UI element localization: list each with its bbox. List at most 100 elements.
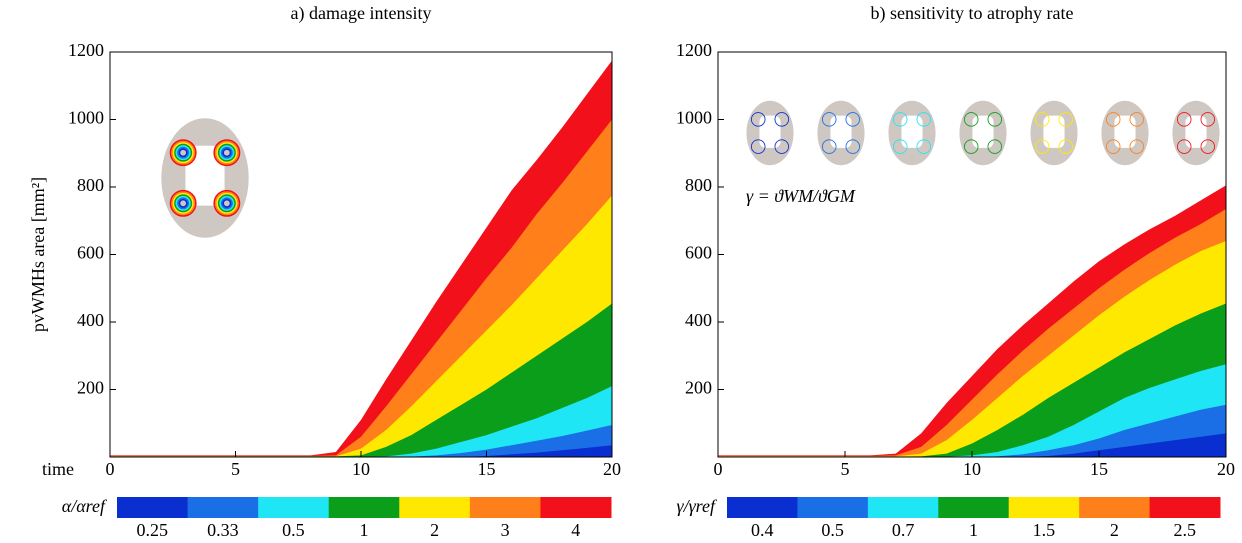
y-tick-label: 1200 [676, 40, 712, 60]
lesion [1176, 139, 1192, 154]
y-tick-label: 1200 [68, 40, 104, 60]
lesion [178, 198, 188, 208]
colorbar-swatch [1149, 497, 1221, 518]
lesion [216, 192, 238, 214]
brain-ventricle [185, 145, 225, 206]
lesion [177, 146, 190, 159]
lesion [845, 139, 861, 154]
lesion [963, 139, 979, 154]
lesion [845, 112, 861, 127]
lesion [750, 139, 766, 154]
colorbar-swatch [117, 497, 189, 518]
lesion [821, 112, 837, 127]
lesion [220, 197, 233, 210]
lesion [1200, 139, 1216, 154]
x-tick-label: 0 [106, 459, 115, 479]
lesion [821, 139, 837, 154]
lesion [171, 191, 196, 216]
lesion [178, 148, 188, 158]
legend-label: 2 [430, 520, 439, 540]
y-tick-label: 600 [77, 243, 104, 263]
colorbar-swatch [797, 497, 869, 518]
y-tick-label: 200 [77, 378, 104, 398]
lesion [892, 112, 908, 127]
panel-title: b) sensitivity to atrophy rate [871, 3, 1074, 24]
lesion [171, 140, 196, 165]
lesion [963, 112, 979, 127]
legend-label: 1 [969, 520, 978, 540]
lesion [222, 198, 232, 208]
lesion [177, 197, 190, 210]
y-axis-label: pvWMHs area [mm²] [28, 177, 48, 332]
lesion [214, 191, 239, 216]
lesion [219, 195, 235, 211]
brain-ventricle [830, 115, 852, 148]
y-tick-label: 400 [685, 310, 712, 330]
brain-ventricle [759, 115, 781, 148]
y-tick-label: 200 [685, 378, 712, 398]
x-tick-label: 0 [714, 459, 723, 479]
colorbar-swatch [469, 497, 541, 518]
x-tick-label: 10 [352, 459, 370, 479]
legend-label: 1.5 [1033, 520, 1056, 540]
lesion [987, 112, 1003, 127]
lesion [1129, 112, 1145, 127]
area [110, 303, 612, 457]
legend-label: 2 [1110, 520, 1119, 540]
lesion [1200, 112, 1216, 127]
colorbar-swatch [540, 497, 612, 518]
area [718, 364, 1226, 457]
legend-label: 4 [571, 520, 580, 540]
x-tick-label: 10 [963, 459, 981, 479]
y-tick-label: 400 [77, 310, 104, 330]
lesion [987, 139, 1003, 154]
y-tick-label: 600 [685, 243, 712, 263]
legend-label: 2.5 [1174, 520, 1197, 540]
lesion [1176, 112, 1192, 127]
colorbar-swatch [938, 497, 1010, 518]
lesion [175, 195, 191, 211]
lesion [1034, 112, 1050, 127]
area [110, 445, 612, 457]
legend-label: 3 [501, 520, 510, 540]
area [718, 404, 1226, 457]
lesion [219, 145, 235, 161]
lesion [217, 194, 236, 213]
lesion [217, 143, 236, 162]
brain-ventricle [1114, 115, 1136, 148]
brain-ventricle [1185, 115, 1207, 148]
x-tick-label: 5 [231, 459, 240, 479]
lesion [213, 139, 241, 167]
lesion [169, 139, 197, 167]
lesion [169, 189, 197, 217]
lesion [214, 140, 239, 165]
lesion [1105, 112, 1121, 127]
panel-title: a) damage intensity [291, 3, 432, 24]
y-tick-label: 800 [685, 175, 712, 195]
colorbar-swatch [1008, 497, 1080, 518]
x-tick-label: 15 [1090, 459, 1108, 479]
colorbar-label: γ/γref [676, 496, 718, 516]
colorbar-swatch [187, 497, 259, 518]
x-tick-label: 5 [841, 459, 850, 479]
colorbar-swatch [258, 497, 330, 518]
x-tick-label: 20 [1217, 459, 1235, 479]
lesion [916, 139, 932, 154]
x-tick-label: 15 [478, 459, 496, 479]
colorbar-swatch [328, 497, 400, 518]
legend-label: 0.25 [137, 520, 169, 540]
legend-label: 0.7 [892, 520, 915, 540]
x-tick-label: 20 [603, 459, 621, 479]
lesion [172, 142, 194, 164]
area [110, 386, 612, 457]
annotation: γ = ϑWM/ϑGM [746, 186, 856, 206]
colorbar-swatch [727, 497, 798, 518]
brain-ventricle [1043, 115, 1065, 148]
lesion [1105, 139, 1121, 154]
legend-label: 0.5 [821, 520, 844, 540]
colorbar-swatch [399, 497, 471, 518]
lesion [750, 112, 766, 127]
legend-label: 0.4 [751, 520, 774, 540]
lesion [175, 145, 191, 161]
